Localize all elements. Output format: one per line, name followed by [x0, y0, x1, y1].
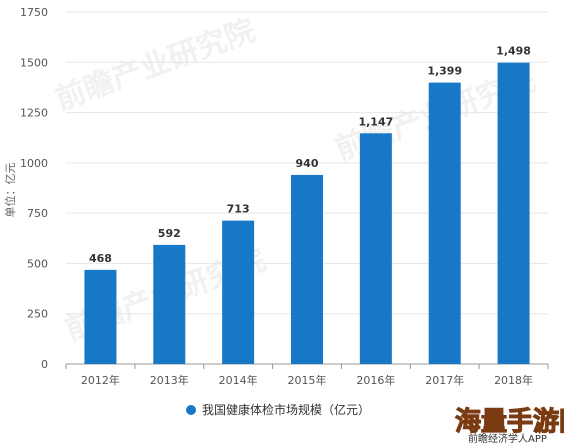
y-tick-label: 250: [27, 308, 48, 321]
x-tick-label: 2012年: [81, 373, 120, 387]
x-tick-label: 2015年: [288, 373, 327, 387]
y-tick-label: 1500: [20, 56, 48, 69]
legend-marker: [186, 405, 196, 415]
legend-label: 我国健康体检市场规模（亿元）: [202, 402, 370, 417]
data-label: 713: [227, 203, 250, 216]
y-tick-label: 1000: [20, 157, 48, 170]
data-label: 592: [158, 227, 181, 240]
corner-watermark-small: 前瞻经济学人APP: [468, 432, 547, 444]
x-tick-label: 2014年: [219, 373, 258, 387]
y-axis-title: 单位：亿元: [3, 163, 17, 218]
label-layer: 468 592 713 940 1,147 1,399 1,498: [89, 45, 531, 265]
x-tick-label: 2017年: [425, 373, 464, 387]
data-label: 1,147: [358, 115, 393, 128]
data-label: 468: [89, 252, 112, 265]
corner-watermark-big: 海量手游网: [455, 407, 564, 437]
data-label: 1,498: [496, 45, 531, 58]
xtick-layer: 2012年 2013年 2014年 2015年 2016年 2017年 2018年: [65, 364, 549, 387]
bar: [222, 220, 255, 364]
x-tick-label: 2016年: [356, 373, 395, 387]
bar-layer: [84, 62, 530, 365]
x-tick-label: 2013年: [150, 373, 189, 387]
bar: [497, 62, 530, 365]
bar: [84, 269, 117, 364]
watermark-brand-1: 前瞻产业研究院: [51, 13, 260, 118]
corner-watermark: 海量手游网 前瞻经济学人APP: [454, 406, 564, 444]
y-tick-label: 500: [27, 257, 48, 270]
bar: [291, 174, 323, 364]
bar: [428, 82, 461, 365]
data-label: 1,399: [427, 65, 462, 78]
bar: [359, 133, 392, 364]
y-tick-label: 1250: [20, 107, 48, 120]
legend: 我国健康体检市场规模（亿元）: [186, 402, 370, 417]
y-tick-label: 1750: [20, 6, 48, 19]
x-tick-label: 2018年: [494, 373, 533, 387]
bar: [153, 244, 186, 364]
data-label: 940: [296, 157, 319, 170]
ytick-layer: 0 250 500 750 1000 1250 1500 1750: [20, 6, 48, 371]
y-tick-label: 750: [27, 207, 48, 220]
y-tick-label: 0: [41, 358, 48, 371]
